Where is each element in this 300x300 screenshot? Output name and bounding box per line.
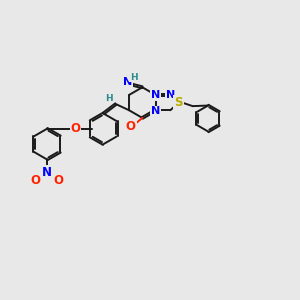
Text: H: H [106,94,113,103]
Text: O: O [31,174,41,188]
Text: N: N [123,77,132,87]
Text: S: S [174,96,183,109]
Text: O: O [70,122,80,135]
Text: N: N [151,106,160,116]
Text: H: H [130,73,137,82]
Text: N: N [166,90,175,100]
Text: O: O [53,174,63,188]
Text: O: O [126,120,136,133]
Text: N: N [151,90,160,100]
Text: N: N [42,166,52,179]
